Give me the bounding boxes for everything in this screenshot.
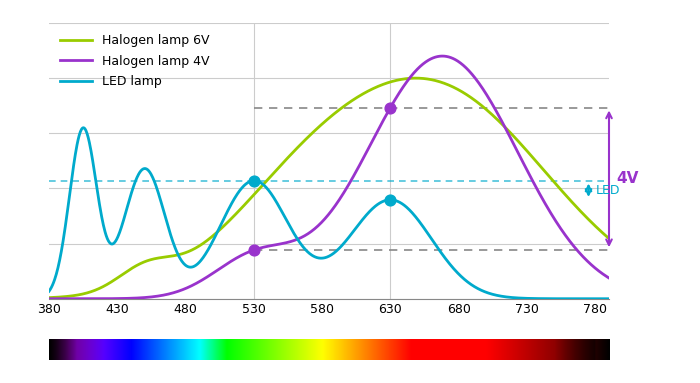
Halogen lamp 4V [482,92,491,97]
Halogen lamp 6V [272,169,280,173]
Line: Halogen lamp 6V: Halogen lamp 6V [49,78,609,298]
Legend: Halogen lamp 6V, Halogen lamp 4V, LED lamp: Halogen lamp 6V, Halogen lamp 4V, LED la… [55,29,214,93]
Halogen lamp 6V [492,116,500,121]
LED lamp [430,241,438,245]
Halogen lamp 6V [291,147,300,152]
Halogen lamp 4V [45,296,53,301]
Halogen lamp 4V [429,56,438,60]
LED lamp [605,296,613,301]
Halogen lamp 6V [482,107,491,112]
Point [385,197,396,203]
Point [248,247,260,253]
Halogen lamp 6V [430,78,438,83]
LED lamp [79,126,88,130]
Halogen lamp 6V [412,76,420,80]
Halogen lamp 4V [272,242,280,247]
LED lamp [482,290,491,295]
Halogen lamp 4V [438,54,447,58]
Halogen lamp 6V [605,236,613,241]
Point [385,105,396,111]
Halogen lamp 4V [605,276,613,280]
Halogen lamp 4V [492,109,500,113]
Text: 4V: 4V [616,171,638,187]
LED lamp [45,289,53,294]
Halogen lamp 4V [102,296,111,301]
LED lamp [272,199,280,204]
Halogen lamp 6V [45,295,53,300]
LED lamp [292,235,300,239]
LED lamp [102,235,111,239]
Text: LED: LED [595,184,620,197]
LED lamp [492,293,500,298]
Halogen lamp 4V [291,237,300,242]
Halogen lamp 6V [102,283,111,287]
Line: LED lamp: LED lamp [49,128,609,299]
Point [248,178,260,184]
Line: Halogen lamp 4V: Halogen lamp 4V [49,56,609,299]
